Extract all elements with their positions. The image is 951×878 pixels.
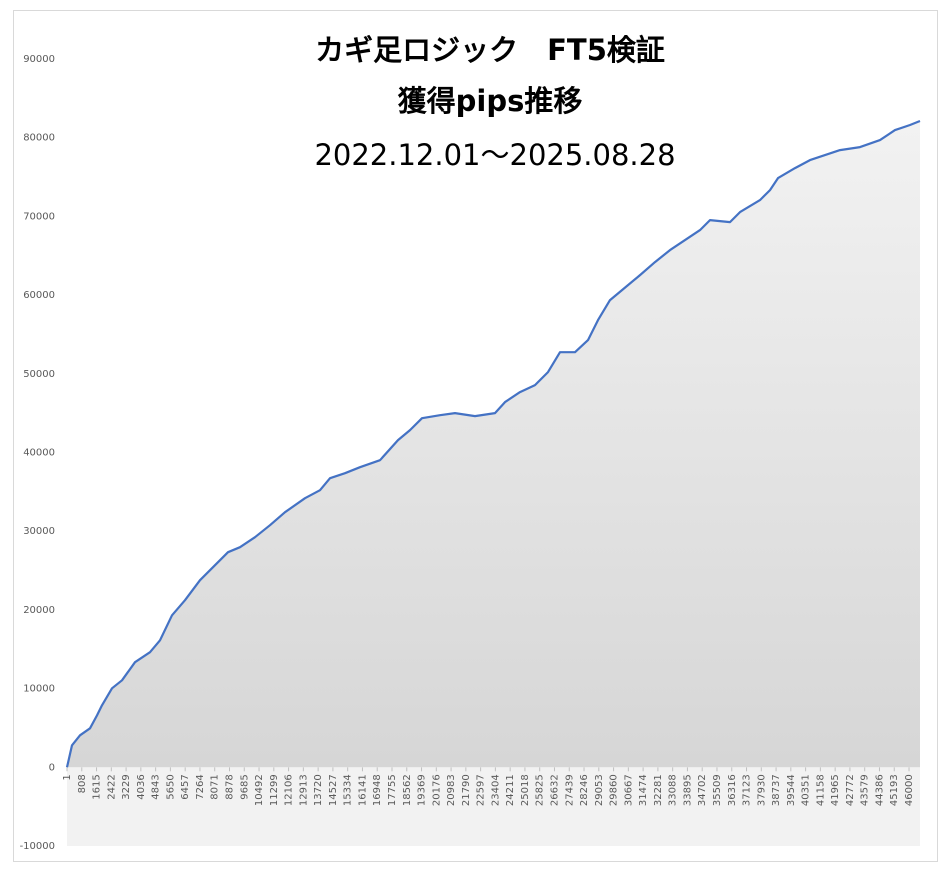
- x-tick-label: 5650: [165, 774, 176, 799]
- axis-band: [67, 767, 920, 846]
- y-tick-label: 70000: [23, 211, 55, 222]
- y-tick-label: 20000: [23, 605, 55, 616]
- y-tick-label: 60000: [23, 290, 55, 301]
- x-tick-label: 37123: [742, 774, 753, 806]
- x-tick-label: 44386: [874, 774, 885, 806]
- x-tick-label: 34702: [697, 774, 708, 806]
- x-tick-label: 18562: [402, 774, 413, 806]
- chart-period: 2022.12.01～2025.08.28: [314, 138, 675, 172]
- x-tick-label: 13720: [313, 774, 324, 806]
- x-tick-label: 38737: [771, 774, 782, 806]
- x-tick-label: 7264: [195, 774, 206, 799]
- x-tick-label: 21790: [461, 774, 472, 806]
- x-tick-label: 32281: [653, 774, 664, 806]
- y-tick-label: 30000: [23, 526, 55, 537]
- x-tick-label: 28246: [579, 774, 590, 806]
- x-tick-label: 19369: [417, 774, 428, 806]
- x-tick-label: 16948: [372, 774, 383, 806]
- x-tick-label: 14527: [328, 774, 339, 806]
- x-tick-label: 808: [77, 774, 88, 793]
- x-tick-label: 45193: [889, 774, 900, 806]
- y-tick-label: -10000: [20, 841, 55, 852]
- x-tick-label: 17755: [387, 774, 398, 806]
- x-tick-label: 9685: [239, 774, 250, 799]
- x-tick-label: 11299: [269, 774, 280, 806]
- x-tick-label: 3229: [121, 774, 132, 799]
- x-tick-label: 20176: [431, 774, 442, 806]
- x-tick-label: 41158: [815, 774, 826, 806]
- x-tick-label: 30667: [623, 774, 634, 806]
- x-tick-label: 29053: [594, 774, 605, 806]
- y-tick-label: 0: [49, 762, 55, 773]
- x-tick-label: 6457: [180, 774, 191, 799]
- x-tick-label: 27439: [564, 774, 575, 806]
- x-tick-label: 10492: [254, 774, 265, 806]
- x-tick-label: 24211: [505, 774, 516, 806]
- x-tick-label: 46000: [904, 774, 915, 806]
- x-tick-label: 42772: [845, 774, 856, 806]
- chart-title: カギ足ロジック FT5検証: [315, 33, 665, 67]
- x-tick-label: 39544: [786, 774, 797, 806]
- y-tick-label: 80000: [23, 133, 55, 144]
- x-tick-label: 2422: [106, 774, 117, 799]
- x-tick-label: 23404: [490, 774, 501, 806]
- x-tick-label: 1615: [92, 774, 103, 799]
- x-tick-label: 31474: [638, 774, 649, 806]
- x-tick-label: 33088: [668, 774, 679, 806]
- x-tick-label: 15334: [343, 774, 354, 806]
- x-tick-label: 43579: [860, 774, 871, 806]
- y-tick-label: 50000: [23, 369, 55, 380]
- x-tick-label: 8071: [210, 774, 221, 799]
- x-tick-label: 37930: [756, 774, 767, 806]
- x-tick-label: 8878: [224, 774, 235, 799]
- y-tick-label: 90000: [23, 54, 55, 65]
- x-tick-label: 4843: [151, 774, 162, 799]
- x-tick-label: 1: [62, 774, 73, 780]
- x-tick-label: 12106: [284, 774, 295, 806]
- x-tick-label: 26632: [549, 774, 560, 806]
- area-fill: [67, 121, 920, 768]
- x-tick-label: 4036: [136, 774, 147, 799]
- x-tick-label: 29860: [609, 774, 620, 806]
- y-tick-label: 10000: [23, 684, 55, 695]
- x-tick-label: 25825: [535, 774, 546, 806]
- x-tick-label: 22597: [476, 774, 487, 806]
- x-tick-label: 35509: [712, 774, 723, 806]
- x-tick-label: 25018: [520, 774, 531, 806]
- x-tick-label: 20983: [446, 774, 457, 806]
- x-tick-label: 12913: [298, 774, 309, 806]
- chart-subtitle: 獲得pips推移: [398, 84, 583, 118]
- x-tick-label: 41965: [830, 774, 841, 806]
- x-tick-label: 33895: [682, 774, 693, 806]
- series-line: [65, 119, 921, 768]
- y-tick-label: 40000: [23, 448, 55, 459]
- x-tick-label: 16141: [357, 774, 368, 806]
- x-tick-label: 36316: [727, 774, 738, 806]
- x-tick-label: 40351: [801, 774, 812, 806]
